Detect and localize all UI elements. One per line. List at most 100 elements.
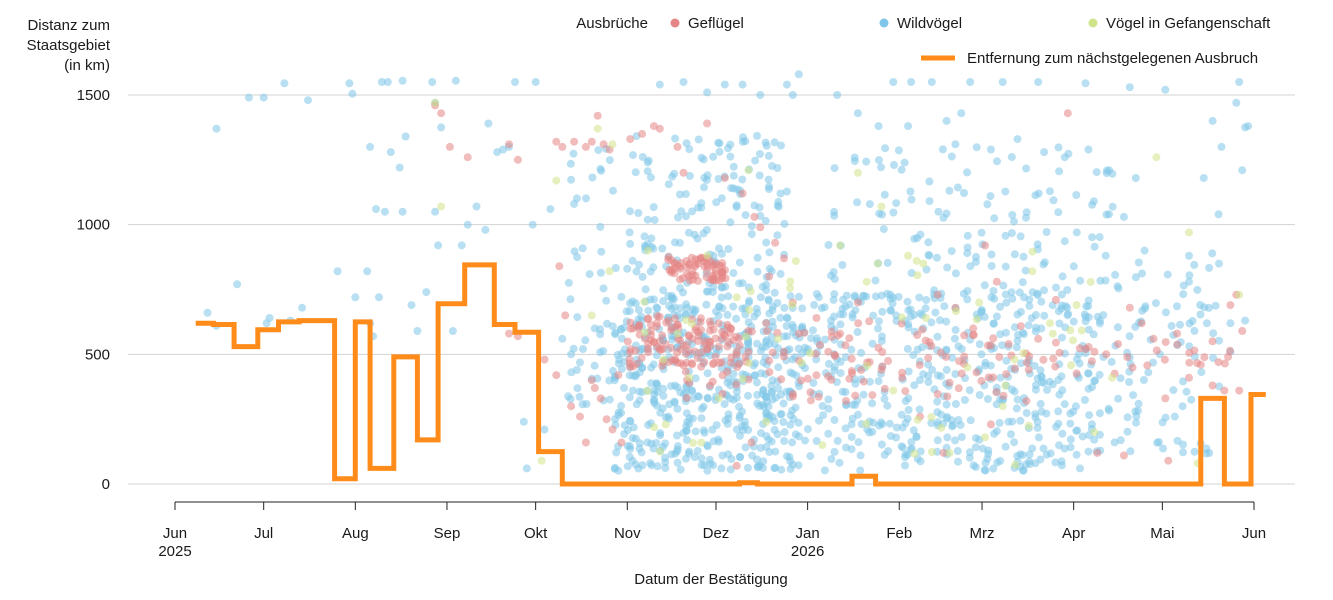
- point-wildvoegel: [1113, 323, 1122, 332]
- x-tick-label: Mrz: [970, 525, 995, 542]
- point-wildvoegel: [703, 394, 712, 403]
- point-wildvoegel: [1141, 302, 1150, 311]
- point-wildvoegel: [380, 207, 389, 216]
- point-wildvoegel: [854, 438, 863, 447]
- point-wildvoegel: [821, 335, 829, 344]
- point-wildvoegel: [605, 156, 614, 165]
- point-gefangenschaft: [608, 140, 617, 149]
- point-wildvoegel: [703, 171, 712, 180]
- point-wildvoegel: [986, 145, 995, 154]
- point-wildvoegel: [674, 213, 682, 222]
- point-wildvoegel: [668, 295, 676, 304]
- point-wildvoegel: [862, 157, 871, 166]
- point-gefluegel: [1123, 353, 1132, 361]
- point-wildvoegel: [788, 91, 797, 99]
- point-wildvoegel: [1040, 311, 1049, 320]
- point-gefangenschaft: [659, 355, 668, 364]
- point-gefluegel: [765, 356, 774, 365]
- point-gefangenschaft: [877, 202, 886, 211]
- point-gefluegel: [1051, 295, 1060, 304]
- point-gefluegel: [587, 376, 596, 385]
- point-wildvoegel: [1101, 251, 1110, 260]
- point-gefangenschaft: [853, 168, 862, 177]
- point-wildvoegel: [936, 372, 945, 381]
- point-wildvoegel: [1170, 412, 1179, 421]
- point-gefluegel: [924, 354, 933, 362]
- point-wildvoegel: [567, 175, 576, 184]
- point-wildvoegel: [212, 124, 221, 133]
- point-wildvoegel: [780, 437, 789, 445]
- point-wildvoegel: [782, 187, 791, 196]
- point-wildvoegel: [998, 341, 1007, 350]
- point-wildvoegel: [1197, 368, 1206, 377]
- point-gefluegel: [788, 392, 797, 401]
- point-wildvoegel: [901, 397, 910, 406]
- point-gefluegel: [676, 345, 685, 354]
- point-wildvoegel: [576, 358, 584, 367]
- point-wildvoegel: [757, 369, 765, 378]
- point-wildvoegel: [951, 370, 960, 378]
- point-gefluegel: [933, 290, 942, 299]
- point-wildvoegel: [1081, 313, 1090, 321]
- point-wildvoegel: [1025, 301, 1034, 310]
- point-wildvoegel: [658, 244, 667, 253]
- point-wildvoegel: [1226, 319, 1235, 328]
- point-wildvoegel: [788, 438, 797, 447]
- point-wildvoegel: [989, 319, 998, 328]
- point-wildvoegel: [735, 258, 744, 267]
- point-gefluegel: [688, 334, 697, 343]
- point-wildvoegel: [755, 150, 764, 158]
- point-wildvoegel: [682, 300, 691, 309]
- point-wildvoegel: [1134, 406, 1142, 415]
- point-gefangenschaft: [644, 246, 652, 255]
- point-wildvoegel: [626, 239, 635, 248]
- point-wildvoegel: [676, 465, 685, 474]
- point-wildvoegel: [751, 359, 760, 368]
- point-wildvoegel: [646, 173, 655, 182]
- point-wildvoegel: [259, 93, 268, 102]
- point-wildvoegel: [1161, 308, 1170, 317]
- point-gefluegel: [596, 394, 605, 403]
- point-gefluegel: [632, 359, 641, 368]
- point-wildvoegel: [681, 310, 690, 319]
- point-wildvoegel: [1055, 167, 1064, 176]
- point-wildvoegel: [957, 433, 966, 442]
- point-wildvoegel: [762, 337, 770, 346]
- point-gefluegel: [859, 377, 868, 386]
- point-wildvoegel: [1008, 385, 1016, 394]
- point-gefluegel: [576, 412, 584, 421]
- point-gefluegel: [1214, 358, 1223, 367]
- point-wildvoegel: [1215, 259, 1223, 268]
- point-wildvoegel: [1244, 122, 1253, 131]
- point-wildvoegel: [690, 453, 699, 461]
- legend-label-wildvoegel: Wildvögel: [897, 15, 962, 32]
- point-wildvoegel: [626, 417, 635, 426]
- point-wildvoegel: [472, 202, 481, 211]
- point-gefangenschaft: [774, 334, 783, 343]
- point-wildvoegel: [785, 453, 794, 462]
- point-wildvoegel: [628, 456, 637, 465]
- point-wildvoegel: [993, 157, 1001, 166]
- point-wildvoegel: [904, 306, 913, 315]
- point-wildvoegel: [786, 420, 795, 429]
- point-wildvoegel: [661, 439, 670, 448]
- point-gefangenschaft: [945, 448, 954, 457]
- point-wildvoegel: [1030, 361, 1039, 370]
- point-wildvoegel: [1190, 260, 1199, 269]
- point-wildvoegel: [635, 260, 644, 269]
- point-wildvoegel: [925, 251, 934, 260]
- point-wildvoegel: [903, 344, 912, 353]
- point-wildvoegel: [776, 269, 785, 278]
- point-wildvoegel: [782, 313, 791, 322]
- point-gefluegel: [581, 438, 590, 447]
- point-wildvoegel: [1055, 390, 1064, 399]
- point-gefluegel: [608, 425, 617, 434]
- point-gefluegel: [780, 347, 788, 356]
- point-wildvoegel: [1105, 210, 1113, 219]
- point-wildvoegel: [398, 207, 407, 216]
- point-gefluegel: [552, 371, 561, 380]
- point-wildvoegel: [1241, 316, 1250, 325]
- legend: Ausbrüche Geflügel Wildvögel Vögel in Ge…: [576, 15, 1271, 67]
- point-wildvoegel: [729, 302, 738, 311]
